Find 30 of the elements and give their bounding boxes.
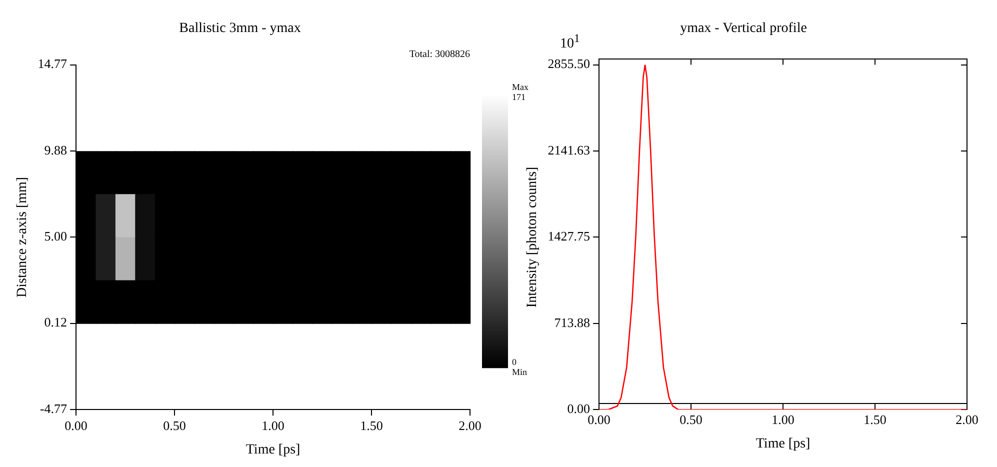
y-tick-label: 1427.75 xyxy=(548,228,590,244)
y-tick-label: 9.88 xyxy=(44,142,68,158)
x-tick-label: 2.00 xyxy=(956,412,978,427)
x-tick-label: 0.50 xyxy=(163,418,186,433)
color-bar-label: 0 Min xyxy=(512,356,528,377)
x-tick-label: 2.00 xyxy=(458,418,482,433)
y-tick-label: 5.00 xyxy=(44,228,68,244)
x-axis-title: Time [ps] xyxy=(246,442,300,458)
y-axis-title: Distance z-axis [mm] xyxy=(15,176,30,298)
x-tick-label: 1.00 xyxy=(262,418,284,433)
color-bar-label: Max 171 xyxy=(512,82,529,102)
chart-title: Ballistic 3mm - ymax xyxy=(179,21,301,36)
x-tick-label: 1.00 xyxy=(772,412,794,427)
x-tick-label: 1.50 xyxy=(360,418,383,433)
y-tick-label: 2141.63 xyxy=(548,142,590,158)
y-axis-title: Intensity [photon counts] xyxy=(525,166,540,308)
x-axis-title: Time [ps] xyxy=(756,436,810,452)
x-tick-label: 1.50 xyxy=(864,412,886,427)
chart-title: ymax - Vertical profile xyxy=(680,21,807,36)
x-tick-label: 0.00 xyxy=(64,418,88,433)
y-tick-label: -4.77 xyxy=(40,401,68,416)
text: 10$^{1}$ xyxy=(560,32,580,53)
y-tick-label: 2855.50 xyxy=(548,56,590,72)
text: Total: 3008826 xyxy=(409,49,470,60)
y-tick-label: 14.77 xyxy=(38,56,68,72)
y-tick-label: 0.00 xyxy=(567,401,590,416)
y-tick-label: 713.88 xyxy=(554,314,590,330)
y-tick-label: 0.12 xyxy=(44,314,68,330)
x-tick-label: 0.00 xyxy=(588,412,610,427)
x-tick-label: 0.50 xyxy=(680,412,702,427)
